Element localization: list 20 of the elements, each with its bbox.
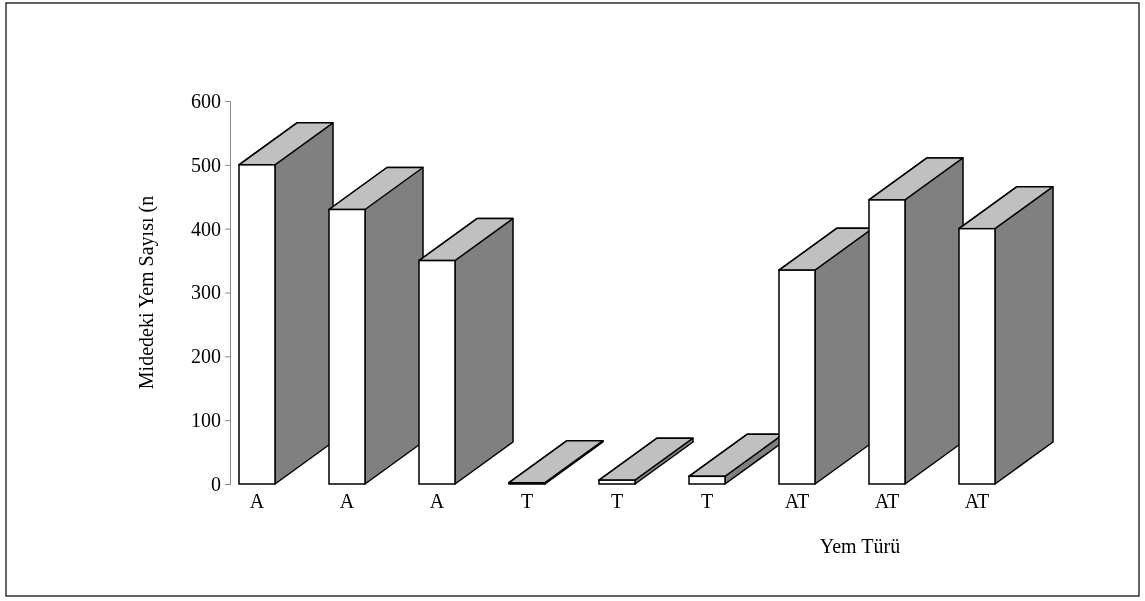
x-tick-label: A xyxy=(339,490,355,513)
x-tick-label: T xyxy=(700,490,714,513)
x-axis-title: Yem Türü xyxy=(819,535,901,557)
y-axis-title: Midedeki Yem Sayısı (n xyxy=(135,195,158,390)
y-tick-label: 0 xyxy=(211,472,221,495)
x-tick-label: A xyxy=(429,490,445,513)
bar xyxy=(688,475,726,485)
x-tick-label: AT xyxy=(874,490,900,513)
y-tick-label: 600 xyxy=(191,89,221,112)
x-tick-label: AT xyxy=(784,490,810,513)
y-tick-label: 400 xyxy=(191,217,221,240)
bar xyxy=(598,479,636,485)
y-tick-label: 100 xyxy=(191,409,221,432)
y-tick-label: 500 xyxy=(191,153,221,176)
y-tick-label: 200 xyxy=(191,345,221,368)
x-tick-label: A xyxy=(249,490,265,513)
x-tick-label: T xyxy=(520,490,534,513)
x-tick-label: AT xyxy=(964,490,990,513)
x-tick-label: T xyxy=(610,490,624,513)
y-tick-label: 300 xyxy=(191,281,221,304)
